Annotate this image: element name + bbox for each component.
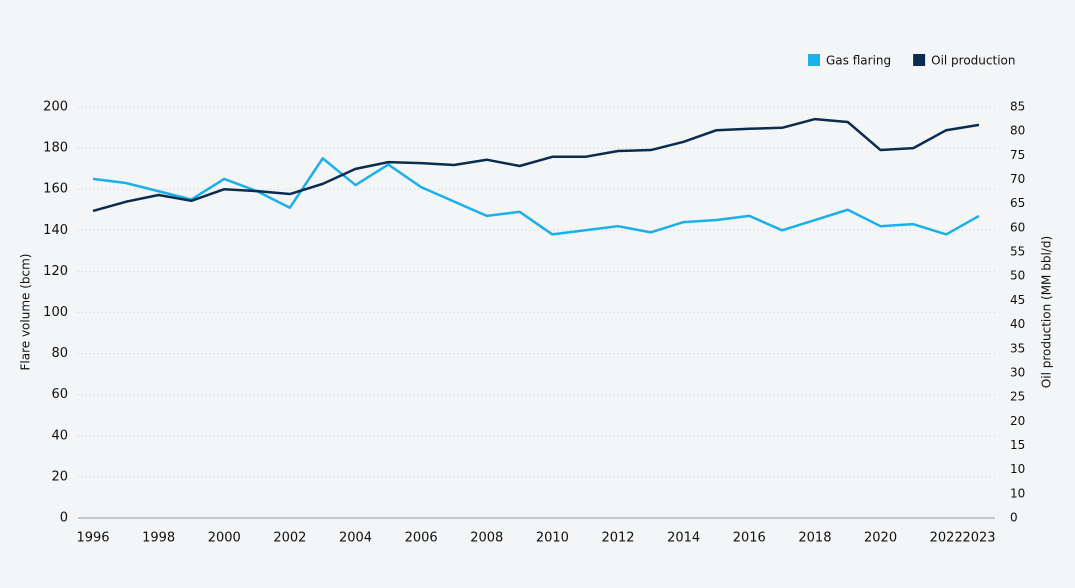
y-tick-label: 80 (51, 346, 68, 361)
y2-tick-label: 50 (1010, 269, 1025, 283)
x-tick-label: 2008 (470, 531, 503, 546)
y-tick-label: 120 (43, 264, 68, 279)
line-series (92, 157, 980, 236)
y-tick-label: 100 (43, 305, 68, 320)
line-series (92, 117, 980, 213)
legend-swatch (808, 54, 820, 66)
x-tick-label: 2018 (798, 531, 831, 546)
y2-tick-label: 85 (1010, 100, 1025, 114)
x-tick-label: 2020 (864, 531, 897, 546)
x-tick-label: 2014 (667, 531, 700, 546)
y2-tick-label: 10 (1010, 486, 1025, 500)
y-tick-label: 140 (43, 223, 68, 238)
x-tick-label: 1996 (76, 531, 109, 546)
legend-label: Oil production (931, 54, 1015, 68)
y2-tick-label: 30 (1010, 365, 1025, 379)
x-tick-label: 2016 (733, 531, 766, 546)
y2-tick-label: 20 (1010, 414, 1025, 428)
y2-tick-label: 80 (1010, 124, 1025, 138)
y2-tick-label: 0 (1010, 511, 1018, 525)
y2-tick-label: 25 (1010, 390, 1025, 404)
x-tick-label: 2002 (273, 531, 306, 546)
y-tick-label: 60 (51, 387, 68, 402)
x-tick-label: 2012 (601, 531, 634, 546)
x-tick-label: 2000 (208, 531, 241, 546)
y2-tick-label: 40 (1010, 317, 1025, 331)
legend-swatch (913, 54, 926, 66)
y-tick-label: 180 (43, 141, 68, 156)
legend-label: Gas flaring (826, 54, 891, 68)
y2-tick-label: 35 (1010, 341, 1025, 355)
y2-tick-label: 70 (1010, 172, 1025, 186)
x-tick-label: 1998 (142, 531, 175, 546)
y-tick-label: 40 (51, 428, 68, 443)
y2-tick-label: 65 (1010, 196, 1025, 210)
y2-tick-label: 10 (1010, 462, 1025, 476)
x-tick-label: 2010 (536, 531, 569, 546)
y2-tick-label: 45 (1010, 293, 1025, 307)
y2-tick-label: 15 (1010, 438, 1025, 452)
y-tick-label: 200 (43, 100, 68, 115)
y2-axis-title: Oil production (MM bbl/d) (1040, 236, 1054, 388)
y-tick-label: 0 (60, 511, 68, 526)
y2-tick-label: 75 (1010, 148, 1025, 162)
y-tick-label: 20 (51, 469, 68, 484)
x-tick-label: 2006 (405, 531, 438, 546)
y2-tick-label: 55 (1010, 245, 1025, 259)
x-tick-label: 2023 (962, 531, 995, 546)
x-tick-label: 2004 (339, 531, 372, 546)
y-axis-title: Flare volume (bcm) (19, 254, 33, 371)
x-tick-label: 2022 (930, 531, 963, 546)
y2-tick-label: 60 (1010, 220, 1025, 234)
y-tick-label: 160 (43, 182, 68, 197)
